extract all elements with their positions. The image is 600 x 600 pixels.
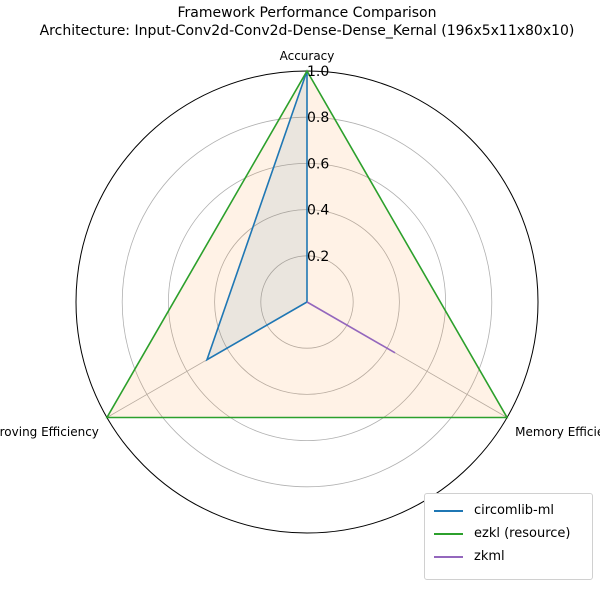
legend-item-ezkl-resource: ezkl (resource)	[434, 524, 584, 544]
series-line-zkml	[306, 301, 396, 354]
radial-tick-label: 0.6	[307, 156, 329, 172]
axis-labels: Accuracy Memory Efficiency Proving Efficie…	[0, 49, 600, 439]
legend-item-circomlib-ml: circomlib-ml	[434, 501, 584, 521]
legend-item-zkml: zkml	[434, 547, 584, 567]
series-line-circomlib-ml	[205, 70, 308, 362]
series-lines	[105, 69, 509, 419]
legend-swatch-zkml	[434, 556, 463, 558]
radial-tick-label: 1.0	[307, 64, 329, 80]
legend-label-zkml: zkml	[474, 549, 505, 564]
legend-swatch-ezkl-resource	[434, 533, 463, 535]
axis-label-accuracy: Accuracy	[280, 49, 335, 63]
series-line-ezkl-resource	[105, 69, 509, 419]
radial-tick-label: 0.2	[307, 249, 329, 265]
axis-label-memory-efficiency: Memory Efficiency	[515, 425, 600, 439]
chart-title: Framework Performance Comparison	[178, 5, 437, 21]
legend-label-ezkl-resource: ezkl (resource)	[474, 526, 571, 541]
legend-swatch-circomlib-ml	[434, 510, 463, 512]
chart-subtitle: Architecture: Input-Conv2d-Conv2d-Dense-…	[40, 23, 575, 39]
radial-tick-label: 0.4	[307, 203, 329, 219]
radial-tick-labels: 0.2 0.4 0.6 0.8 1.0	[307, 64, 329, 265]
radial-tick-label: 0.8	[307, 110, 329, 126]
legend-label-circomlib-ml: circomlib-ml	[474, 503, 555, 518]
axis-label-proving-efficiency: Proving Efficiency	[0, 425, 99, 439]
legend: circomlib-ml ezkl (resource) zkml	[424, 493, 593, 580]
